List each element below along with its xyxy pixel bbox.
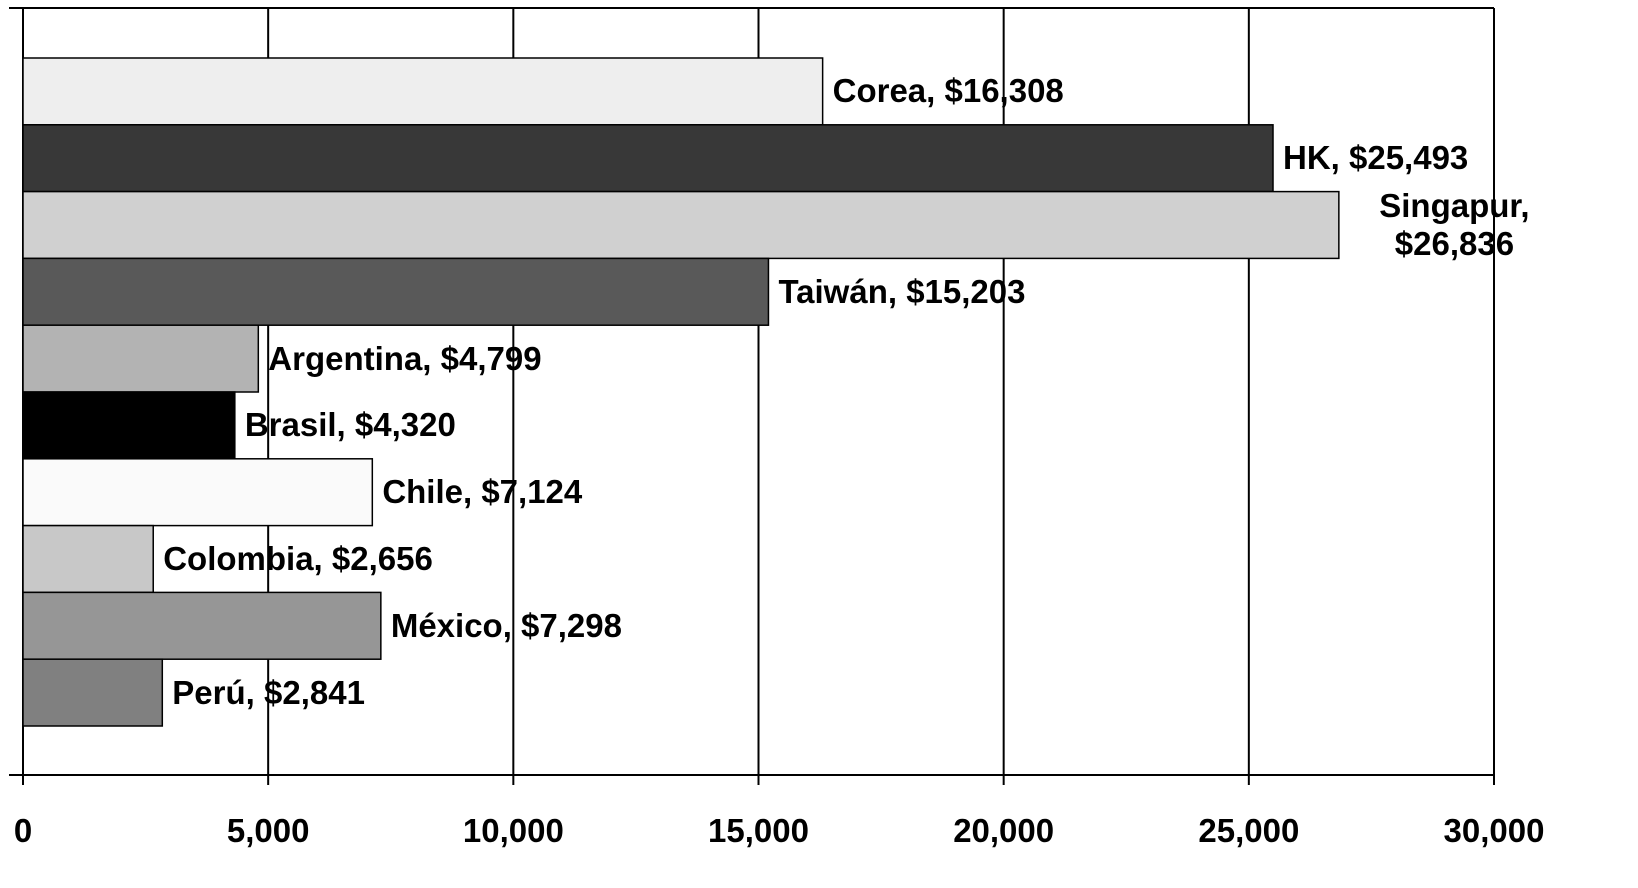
data-label: México, $7,298 <box>390 606 622 644</box>
data-label: HK, $25,493 <box>1283 139 1469 177</box>
data-label: Colombia, $2,656 <box>163 540 433 577</box>
data-label: Corea, $16,308 <box>832 72 1064 110</box>
bar <box>22 324 260 393</box>
data-label: Brasil, $4,320 <box>244 406 456 444</box>
bar <box>22 124 1274 193</box>
x-tick-label: 10,000 <box>463 812 564 849</box>
x-tick-label: 20,000 <box>953 812 1054 849</box>
x-tick-label: 30,000 <box>1444 812 1545 849</box>
data-label: Taiwán, $15,203 <box>778 272 1026 310</box>
x-tick-label: 5,000 <box>227 812 310 849</box>
data-label: Perú, $2,841 <box>172 673 365 711</box>
x-tick-label: 25,000 <box>1198 812 1299 849</box>
x-tick-label: 15,000 <box>708 812 809 849</box>
bar <box>22 391 236 460</box>
bar <box>22 524 154 594</box>
bar <box>22 257 770 326</box>
data-label: Singapur, $26,836 <box>1379 187 1530 262</box>
bar <box>22 190 1340 260</box>
bar <box>22 591 382 660</box>
data-label: Argentina, $4,799 <box>268 339 542 377</box>
data-label: Chile, $7,124 <box>382 473 583 511</box>
bar <box>22 57 824 126</box>
bar <box>22 458 374 527</box>
bar <box>22 658 164 727</box>
x-tick-label: 0 <box>14 812 32 849</box>
